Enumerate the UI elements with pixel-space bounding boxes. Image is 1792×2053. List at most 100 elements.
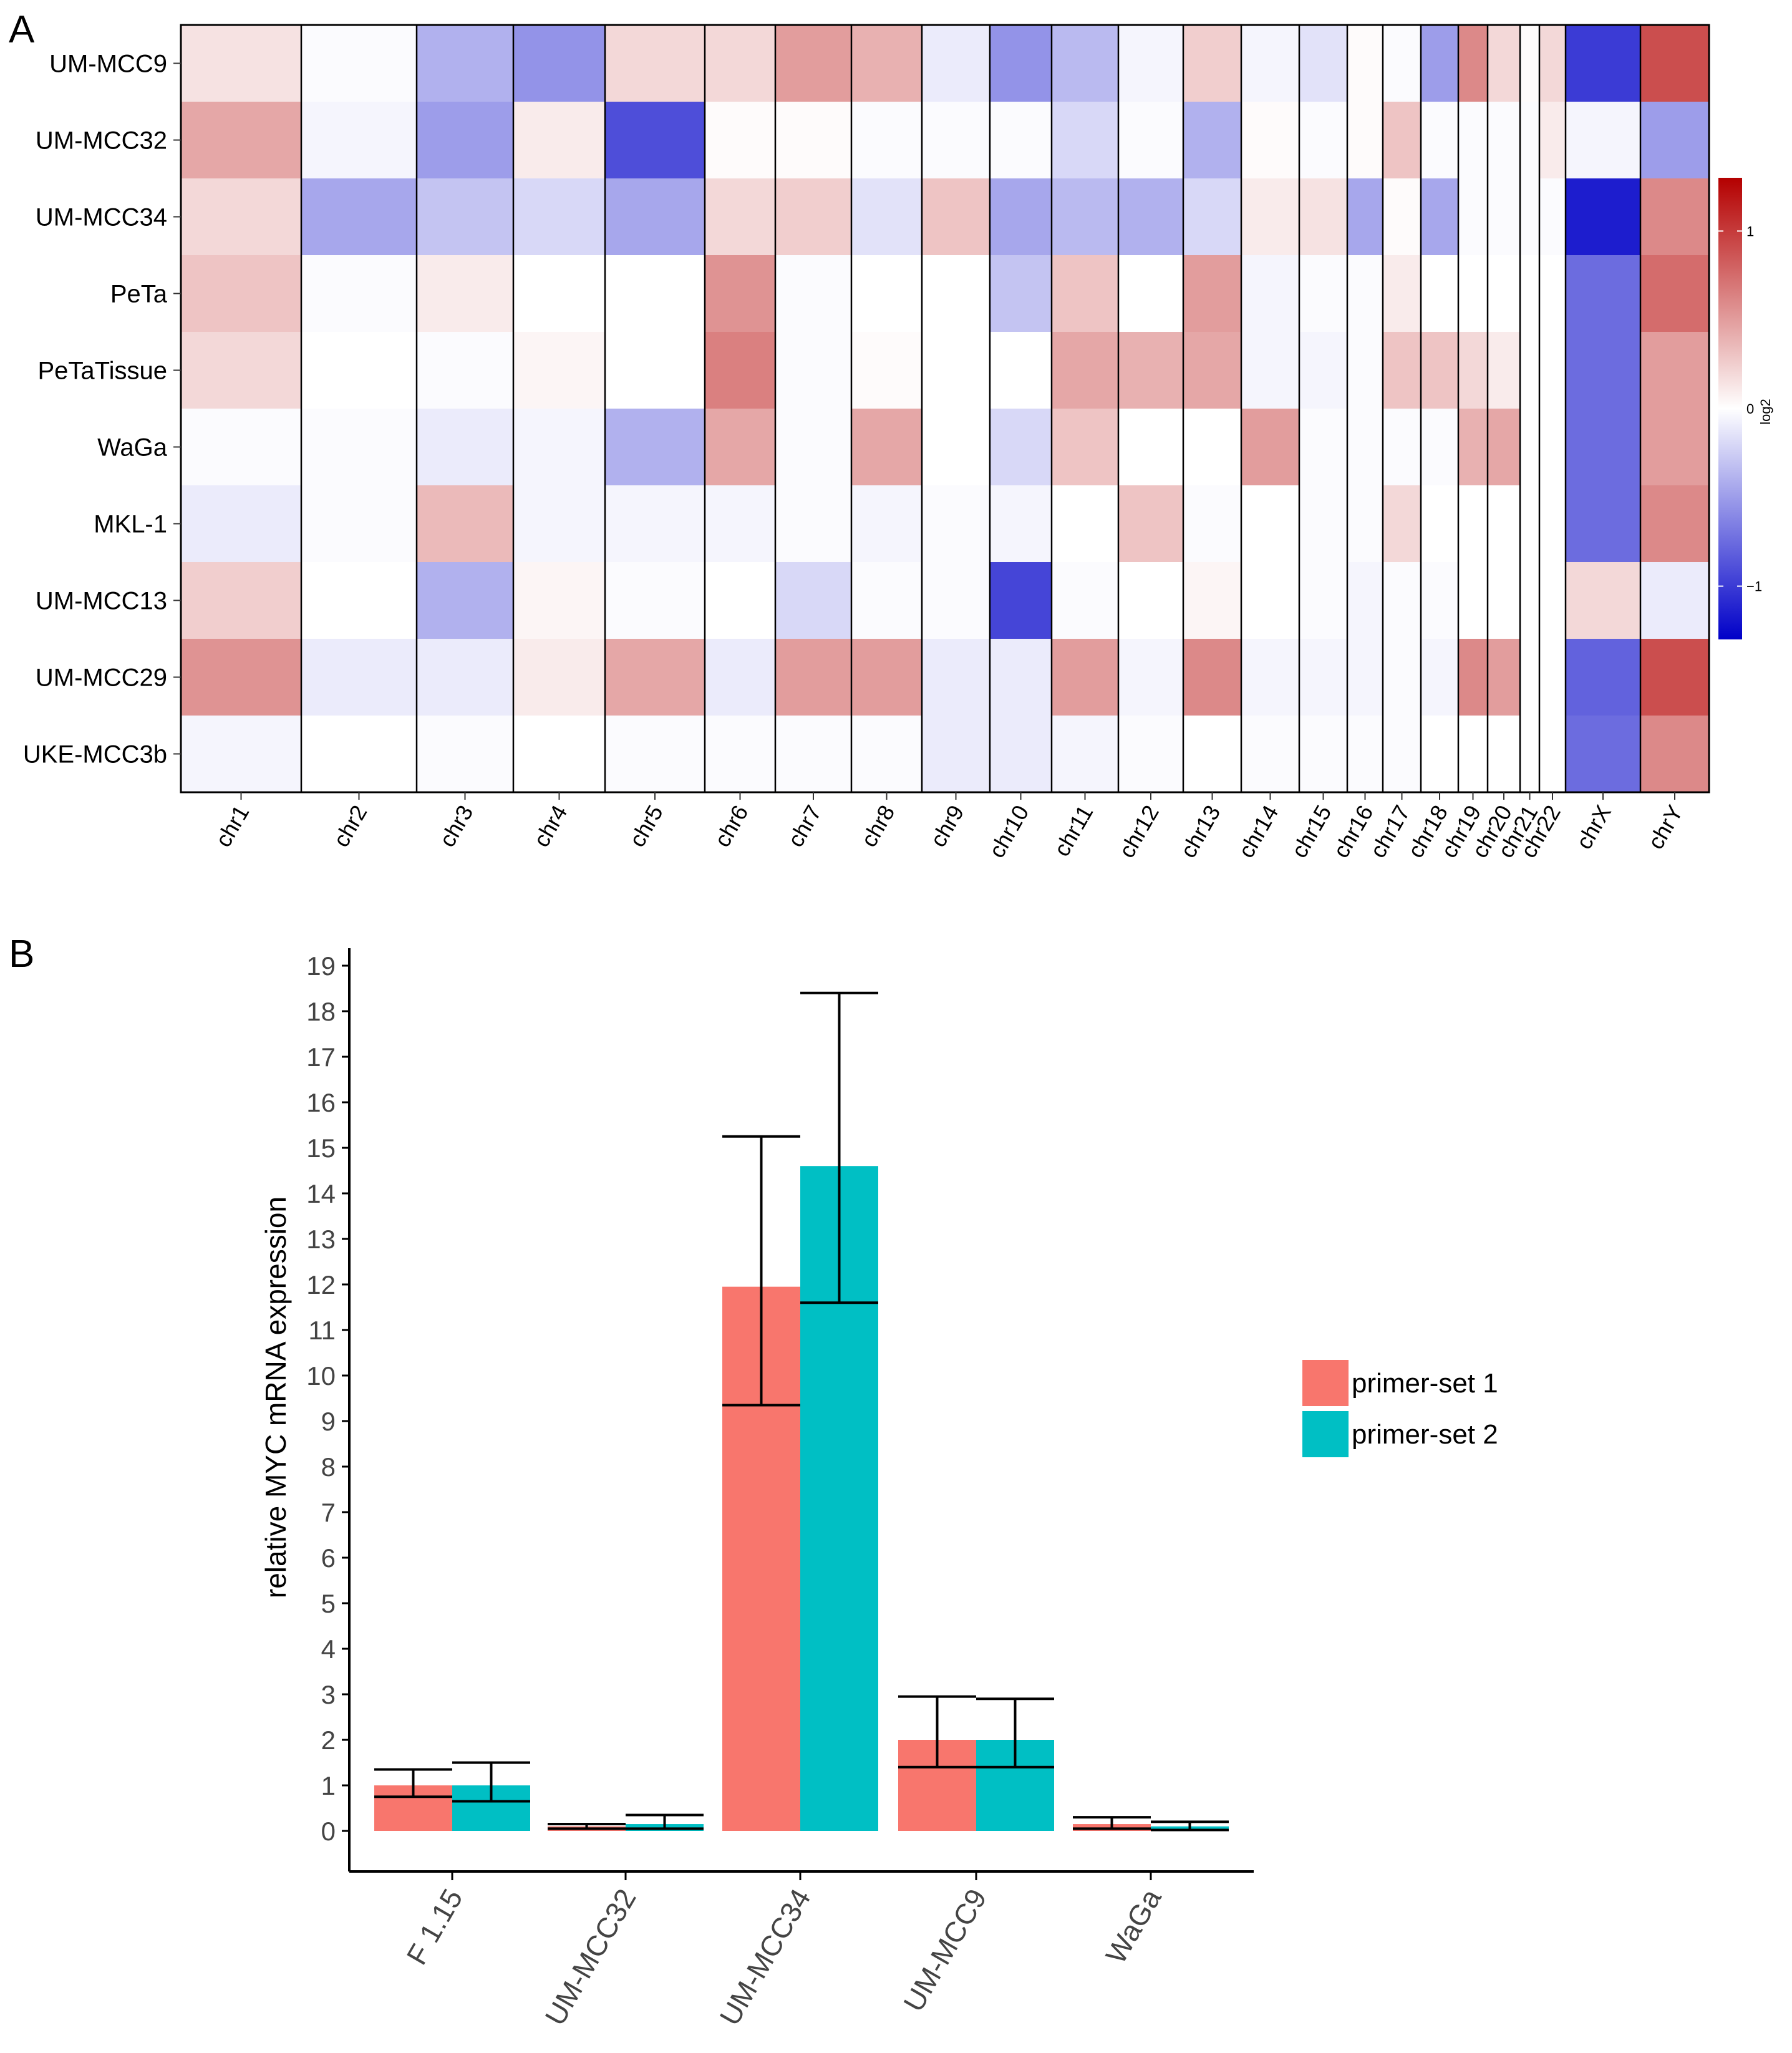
heatmap-cell [1347, 178, 1383, 255]
chromosome-label: chr15 [1286, 801, 1337, 862]
heatmap-cell [1421, 178, 1458, 255]
heatmap-cell [1520, 409, 1539, 485]
heatmap-cell [1458, 178, 1488, 255]
heatmap-cell [301, 562, 417, 639]
heatmap-cell [417, 102, 513, 178]
heatmap-cell [605, 255, 705, 332]
heatmap-cell [301, 639, 417, 716]
sample-label: UM-MCC29 [36, 664, 167, 692]
heatmap-cell [1520, 562, 1539, 639]
heatmap-cell [775, 409, 851, 485]
heatmap-cell [1241, 639, 1299, 716]
heatmap-cell [1183, 332, 1241, 409]
heatmap-cell [1640, 25, 1709, 102]
heatmap-cell [1488, 102, 1520, 178]
heatmap-cell [301, 332, 417, 409]
chromosome-label: chrY [1642, 801, 1688, 854]
heatmap-cell [513, 562, 605, 639]
heatmap-cell [1118, 562, 1183, 639]
heatmap-cells [181, 25, 1709, 792]
heatmap-cell [605, 102, 705, 178]
heatmap-cell [775, 25, 851, 102]
sample-label: UKE-MCC3b [23, 741, 167, 769]
heatmap-cell [1458, 716, 1488, 792]
heatmap-cell [1566, 485, 1640, 562]
y-tick-label: 16 [306, 1088, 336, 1117]
heatmap-cell [775, 332, 851, 409]
heatmap-cell [1052, 409, 1118, 485]
legend-label: primer-set 2 [1352, 1419, 1498, 1450]
y-tick-label: 14 [306, 1179, 336, 1208]
chromosome-label: chr5 [624, 801, 668, 852]
heatmap-cell [181, 639, 301, 716]
legend: primer-set 1 primer-set 2 [1302, 1360, 1498, 1457]
heatmap-cell [922, 102, 990, 178]
heatmap-cell [605, 485, 705, 562]
heatmap-cell [990, 639, 1052, 716]
heatmap-cell [1640, 332, 1709, 409]
heatmap-cell [851, 25, 922, 102]
heatmap-cell [1539, 102, 1566, 178]
heatmap-cell [1458, 25, 1488, 102]
sample-label: PeTaTissue [38, 357, 168, 385]
heatmap-cell [1421, 485, 1458, 562]
heatmap-cell [851, 255, 922, 332]
heatmap-cell [922, 409, 990, 485]
heatmap-cell [1299, 409, 1347, 485]
heatmap-cell [1640, 485, 1709, 562]
y-tick-label: 4 [321, 1634, 336, 1664]
heatmap-cell [1488, 485, 1520, 562]
heatmap-cell [1383, 102, 1421, 178]
chromosome-dividers [300, 25, 1642, 792]
chromosome-label: chr11 [1049, 801, 1098, 861]
heatmap-cell [1520, 639, 1539, 716]
heatmap-cell [417, 716, 513, 792]
heatmap-cell [1183, 178, 1241, 255]
heatmap-cell [851, 639, 922, 716]
heatmap-cell [705, 639, 775, 716]
heatmap-cell [513, 255, 605, 332]
y-tick-label: 8 [321, 1452, 336, 1482]
heatmap-cell [922, 178, 990, 255]
heatmap-cell [1566, 178, 1640, 255]
heatmap-cell [1241, 178, 1299, 255]
x-tick-label: F 1.15 [400, 1883, 468, 1970]
heatmap-cell [1052, 716, 1118, 792]
heatmap-cell [1421, 102, 1458, 178]
chromosome-label: chr7 [782, 801, 826, 852]
heatmap-cell [990, 25, 1052, 102]
heatmap-cell [1241, 485, 1299, 562]
heatmap-cell [513, 102, 605, 178]
heatmap-cell [1383, 485, 1421, 562]
x-tick-label: WaGa [1099, 1883, 1168, 1969]
heatmap-cell [301, 485, 417, 562]
heatmap-cell [605, 639, 705, 716]
y-axis-title: relative MYC mRNA expression [259, 1196, 292, 1598]
heatmap-cell [922, 332, 990, 409]
heatmap-cell [1183, 562, 1241, 639]
chromosome-label: chr10 [984, 801, 1034, 862]
heatmap-cell [922, 25, 990, 102]
heatmap-cell [1539, 485, 1566, 562]
heatmap-cell [181, 102, 301, 178]
heatmap-cell [1539, 178, 1566, 255]
heatmap-cell [1299, 485, 1347, 562]
heatmap-cell [1183, 255, 1241, 332]
heatmap-cell [1347, 485, 1383, 562]
colorbar-tick-label: −1 [1746, 579, 1762, 595]
heatmap-cell [851, 485, 922, 562]
heatmap-cell [705, 178, 775, 255]
legend-label: primer-set 1 [1352, 1368, 1498, 1399]
heatmap-cell [1520, 485, 1539, 562]
heatmap-cell [417, 639, 513, 716]
heatmap-cell [1052, 485, 1118, 562]
colorbar-title: log2 [1758, 399, 1773, 425]
bars [374, 1166, 1229, 1831]
heatmap-cell [181, 716, 301, 792]
heatmap-cell [1488, 562, 1520, 639]
heatmap-cell [1241, 102, 1299, 178]
heatmap-cell [1488, 178, 1520, 255]
heatmap-cell [1052, 25, 1118, 102]
heatmap-cell [605, 716, 705, 792]
x-axis-ticks: F 1.15 UM-MCC32 UM-MCC34 UM-MCC9 WaGa [400, 1871, 1168, 2031]
